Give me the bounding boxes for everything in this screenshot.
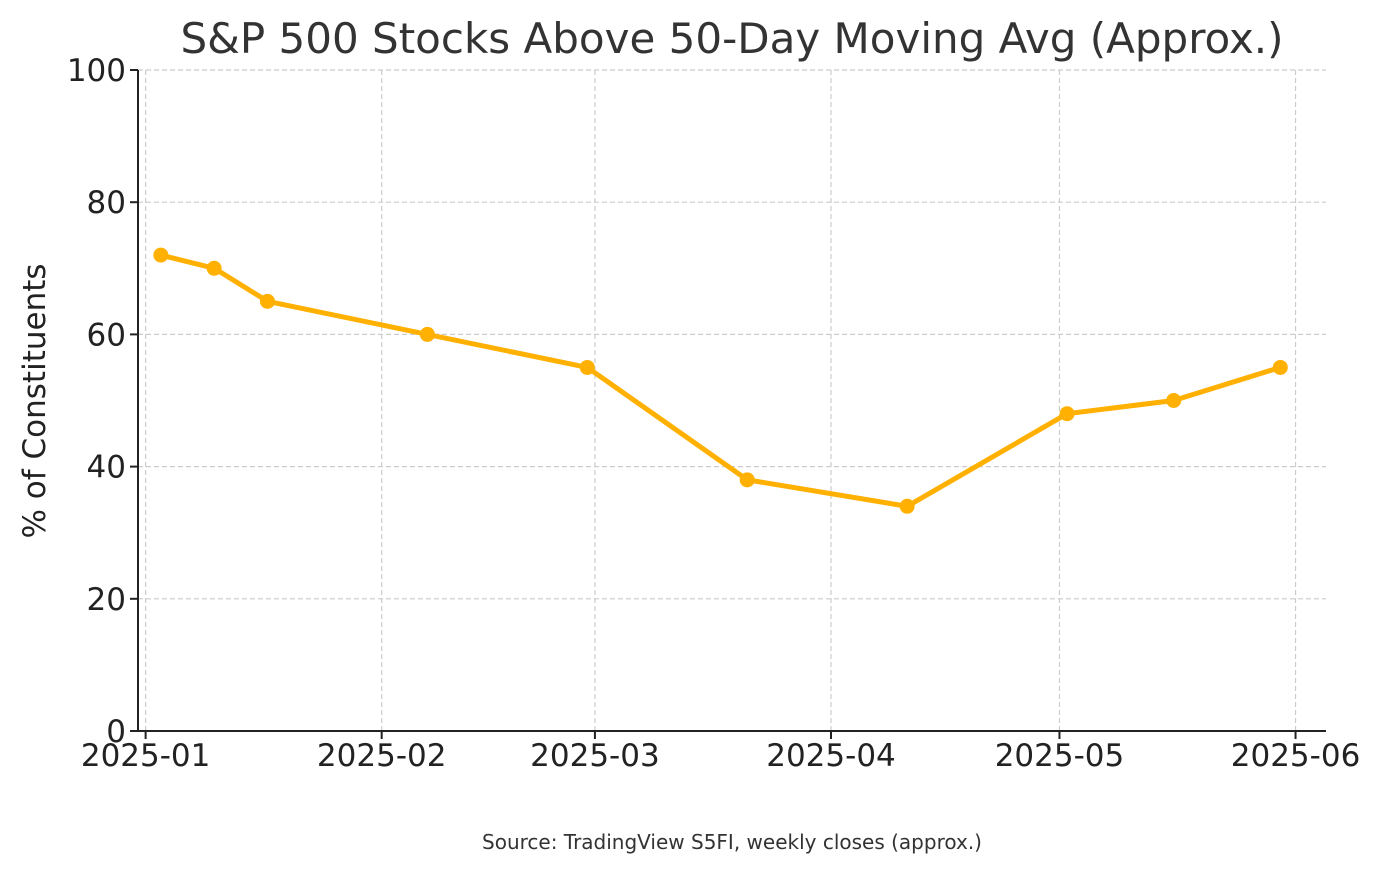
data-point: [153, 247, 169, 263]
data-point: [579, 359, 595, 375]
data-point: [1272, 359, 1288, 375]
ticks: 0 20 40 60 80 100 2025-01 2025-02 2025-03 2025-04…: [67, 53, 1360, 774]
x-tick-label: 2025-06: [1231, 738, 1361, 774]
chart-title: S&P 500 Stocks Above 50-Day Moving Avg (…: [180, 14, 1283, 63]
y-tick-label: 0: [106, 714, 126, 750]
y-axis-label: % of Constituents: [17, 263, 53, 538]
y-tick-label: 40: [87, 450, 126, 486]
x-tick-label: 2025-04: [766, 738, 896, 774]
y-tick-label: 80: [87, 185, 126, 221]
series-line: [158, 252, 1283, 509]
y-tick-label: 20: [87, 582, 126, 618]
x-tick-label: 2025-03: [530, 738, 660, 774]
data-point: [739, 472, 755, 488]
axes: [137, 70, 1326, 732]
data-point: [259, 293, 275, 309]
grid: [138, 69, 1326, 731]
source-note: Source: TradingView S5FI, weekly closes …: [482, 830, 982, 854]
y-tick-label: 100: [67, 53, 126, 89]
data-point: [1059, 406, 1075, 422]
data-point: [1166, 393, 1182, 408]
series: [153, 247, 1288, 514]
data-point: [899, 498, 915, 514]
x-tick-label: 2025-05: [995, 738, 1125, 774]
x-tick-label: 2025-01: [81, 738, 211, 774]
data-point: [206, 260, 222, 276]
x-tick-label: 2025-02: [317, 738, 447, 774]
y-tick-label: 60: [87, 317, 126, 353]
data-point: [419, 326, 435, 342]
